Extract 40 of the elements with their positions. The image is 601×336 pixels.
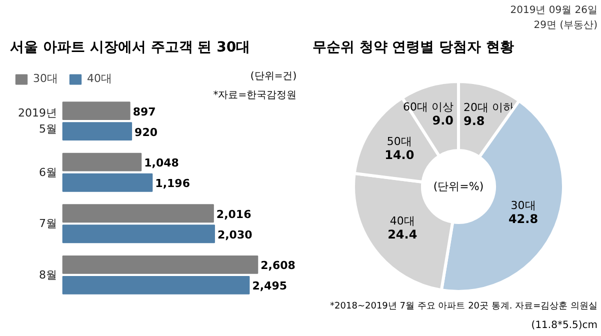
bar <box>62 276 250 294</box>
slice-label: 40대 <box>390 214 415 228</box>
data-label: 42.8 <box>508 212 538 226</box>
y-tick-label: 6월 <box>38 166 57 179</box>
text: (단위=%) <box>433 180 484 193</box>
text: (11.8*5.5)cm <box>531 320 598 331</box>
data-label: 1,048 <box>144 156 179 170</box>
data-label: 24.4 <box>388 227 418 242</box>
legend-label: 40대 <box>87 71 112 86</box>
slice-label: 50대 <box>386 134 412 148</box>
bar <box>62 224 215 244</box>
annotation: *자료=한국감정원 <box>213 90 297 101</box>
bar <box>62 204 214 223</box>
chart-title: 무순위 청약 연령별 당첨자 현황 <box>312 40 514 56</box>
text: (단위=건) <box>250 71 297 82</box>
data-label: 2,030 <box>217 228 253 242</box>
data-label: 920 <box>134 126 158 139</box>
data-label: 2,016 <box>216 208 252 221</box>
slice-label: 30대 <box>510 199 536 212</box>
chart-title: 서울 아파트 시장에서 주고객 된 30대 <box>10 40 250 56</box>
y-tick-label: 8월 <box>38 268 57 282</box>
text: 2019년 09월 26일 <box>510 5 598 16</box>
legend-label: 30대 <box>33 71 58 86</box>
slice-label: 60대 이상 <box>403 100 454 114</box>
bar <box>62 173 153 192</box>
data-label: 1,196 <box>155 177 190 190</box>
data-label: 2,608 <box>260 259 296 272</box>
y-tick-label: 7월 <box>38 217 57 230</box>
bar <box>62 122 132 141</box>
data-label: 2,495 <box>252 280 287 293</box>
bar <box>62 102 130 120</box>
bar <box>62 255 258 274</box>
text: *2018~2019년 7월 주요 아파트 20곳 통계. 자료=김상훈 의원실 <box>330 302 598 312</box>
data-label: 9.8 <box>464 114 485 128</box>
y-tick-label: 2019년 5월 <box>18 106 57 136</box>
data-label: 14.0 <box>384 148 414 162</box>
bar <box>62 152 142 172</box>
data-label: 9.0 <box>432 113 454 128</box>
text: 29면 (부동산) <box>534 20 598 31</box>
data-label: 897 <box>132 105 156 118</box>
